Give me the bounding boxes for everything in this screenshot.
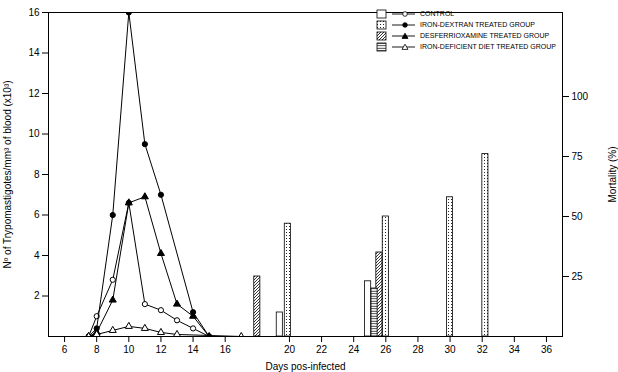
html-text:CONTROL: CONTROL bbox=[420, 10, 455, 17]
svg-text:36: 36 bbox=[541, 344, 553, 355]
svg-text:10: 10 bbox=[28, 128, 40, 139]
svg-text:20: 20 bbox=[284, 344, 296, 355]
svg-text:16: 16 bbox=[28, 7, 40, 18]
svg-text:75: 75 bbox=[572, 151, 584, 162]
svg-text:8: 8 bbox=[34, 169, 40, 180]
svg-text:6: 6 bbox=[62, 344, 68, 355]
svg-text:14: 14 bbox=[28, 47, 40, 58]
svg-text:6: 6 bbox=[34, 209, 40, 220]
svg-text:32: 32 bbox=[477, 344, 489, 355]
svg-text:100: 100 bbox=[572, 91, 589, 102]
svg-text:25: 25 bbox=[572, 271, 584, 282]
svg-text:12: 12 bbox=[155, 344, 167, 355]
svg-text:30: 30 bbox=[445, 344, 457, 355]
svg-text:Mortality (%): Mortality (%) bbox=[607, 146, 618, 202]
svg-text:16: 16 bbox=[220, 344, 232, 355]
svg-text:4: 4 bbox=[34, 250, 40, 261]
svg-text:50: 50 bbox=[572, 211, 584, 222]
svg-text:28: 28 bbox=[412, 344, 424, 355]
html-text:IRON-DEFICIENT DIET TREATED GR: IRON-DEFICIENT DIET TREATED GROUP bbox=[420, 43, 556, 50]
svg-text:Nº of Trypomastigotes/mm³ of b: Nº of Trypomastigotes/mm³ of blood (x10³… bbox=[2, 80, 13, 268]
svg-text:2: 2 bbox=[34, 290, 40, 301]
svg-text:12: 12 bbox=[28, 88, 40, 99]
svg-text:8: 8 bbox=[94, 344, 100, 355]
svg-text:14: 14 bbox=[188, 344, 200, 355]
svg-text:34: 34 bbox=[509, 344, 521, 355]
svg-text:Days pos-infected: Days pos-infected bbox=[265, 361, 345, 372]
svg-text:22: 22 bbox=[316, 344, 328, 355]
svg-text:10: 10 bbox=[123, 344, 135, 355]
svg-text:24: 24 bbox=[348, 344, 360, 355]
svg-text:26: 26 bbox=[380, 344, 392, 355]
html-text:DESFERRIOXAMINE TREATED GROUP: DESFERRIOXAMINE TREATED GROUP bbox=[420, 32, 550, 39]
html-text:IRON-DEXTRAN TREATED GROUP: IRON-DEXTRAN TREATED GROUP bbox=[420, 21, 535, 28]
